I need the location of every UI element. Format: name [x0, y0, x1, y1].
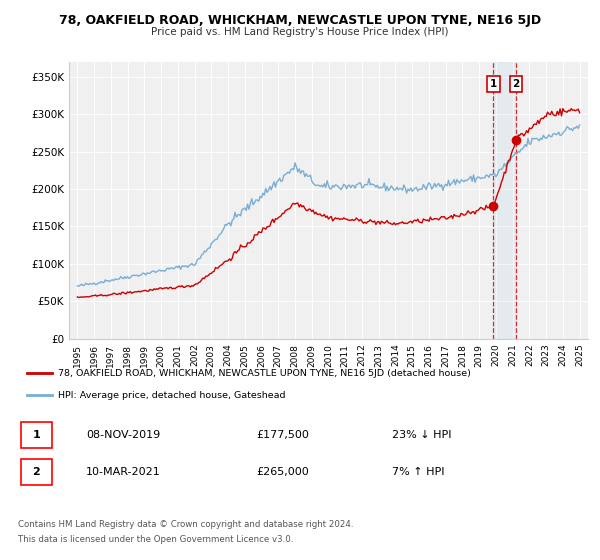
Text: 23% ↓ HPI: 23% ↓ HPI: [392, 431, 452, 440]
Text: 7% ↑ HPI: 7% ↑ HPI: [392, 467, 445, 477]
FancyBboxPatch shape: [21, 422, 52, 449]
Text: HPI: Average price, detached house, Gateshead: HPI: Average price, detached house, Gate…: [58, 391, 285, 400]
Text: 2: 2: [32, 467, 40, 477]
Text: 78, OAKFIELD ROAD, WHICKHAM, NEWCASTLE UPON TYNE, NE16 5JD: 78, OAKFIELD ROAD, WHICKHAM, NEWCASTLE U…: [59, 14, 541, 27]
Text: £265,000: £265,000: [256, 467, 309, 477]
Text: 78, OAKFIELD ROAD, WHICKHAM, NEWCASTLE UPON TYNE, NE16 5JD (detached house): 78, OAKFIELD ROAD, WHICKHAM, NEWCASTLE U…: [58, 368, 470, 377]
Text: 1: 1: [32, 431, 40, 440]
Text: Price paid vs. HM Land Registry's House Price Index (HPI): Price paid vs. HM Land Registry's House …: [151, 27, 449, 37]
Text: 10-MAR-2021: 10-MAR-2021: [86, 467, 161, 477]
Text: Contains HM Land Registry data © Crown copyright and database right 2024.: Contains HM Land Registry data © Crown c…: [18, 520, 353, 529]
Text: £177,500: £177,500: [256, 431, 309, 440]
Text: This data is licensed under the Open Government Licence v3.0.: This data is licensed under the Open Gov…: [18, 535, 293, 544]
FancyBboxPatch shape: [21, 459, 52, 485]
Text: 2: 2: [512, 79, 520, 89]
Text: 1: 1: [490, 79, 497, 89]
Text: 08-NOV-2019: 08-NOV-2019: [86, 431, 160, 440]
Bar: [493, 62, 516, 339]
